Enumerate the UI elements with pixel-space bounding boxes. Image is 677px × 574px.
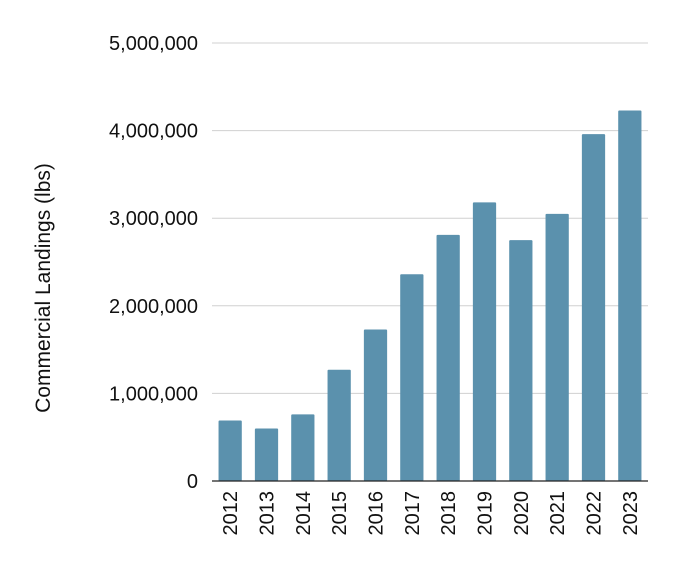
- y-axis-label: Commercial Landings (lbs): [32, 163, 55, 413]
- bar-2021: [545, 213, 569, 481]
- y-tick-label: 2,000,000: [109, 296, 198, 318]
- bar-2014: [291, 414, 315, 481]
- y-tick-label: 4,000,000: [109, 121, 198, 143]
- x-tick-label: 2021: [547, 491, 569, 536]
- bar-2017: [400, 274, 424, 481]
- x-tick-label: 2018: [438, 491, 460, 536]
- gridlines: [212, 42, 648, 394]
- x-tick-label: 2019: [475, 491, 497, 536]
- y-tick-label: 5,000,000: [109, 33, 198, 55]
- bar-2019: [472, 202, 497, 481]
- x-tick-label: 2014: [293, 491, 315, 536]
- bars: [218, 110, 642, 482]
- bar-2018: [436, 234, 460, 481]
- bar-2023: [618, 110, 642, 482]
- bar-2016: [363, 329, 388, 481]
- bar-2022: [581, 134, 606, 481]
- y-tick-label: 0: [187, 471, 198, 493]
- bar-2015: [327, 369, 351, 481]
- bar-2013: [254, 428, 279, 481]
- bar-2020: [509, 240, 533, 481]
- x-tick-label: 2012: [220, 491, 242, 536]
- x-tick-label: 2013: [257, 491, 279, 536]
- x-tick-label: 2016: [366, 491, 388, 536]
- y-tick-labels: 0 1,000,000 2,000,000 3,000,000 4,000,000 5,0…: [109, 33, 198, 493]
- x-tick-label: 2022: [584, 491, 606, 536]
- x-tick-label: 2015: [329, 491, 351, 536]
- x-tick-labels: 2012 2013 2014 2015 2016 2017 2018 2019 2020 2021…: [220, 491, 642, 536]
- x-tick-label: 2023: [620, 491, 642, 536]
- x-tick-label: 2017: [402, 491, 424, 536]
- y-tick-label: 1,000,000: [109, 383, 198, 405]
- x-tick-label: 2020: [511, 491, 533, 536]
- y-tick-label: 3,000,000: [109, 208, 198, 230]
- bar-2012: [218, 420, 242, 481]
